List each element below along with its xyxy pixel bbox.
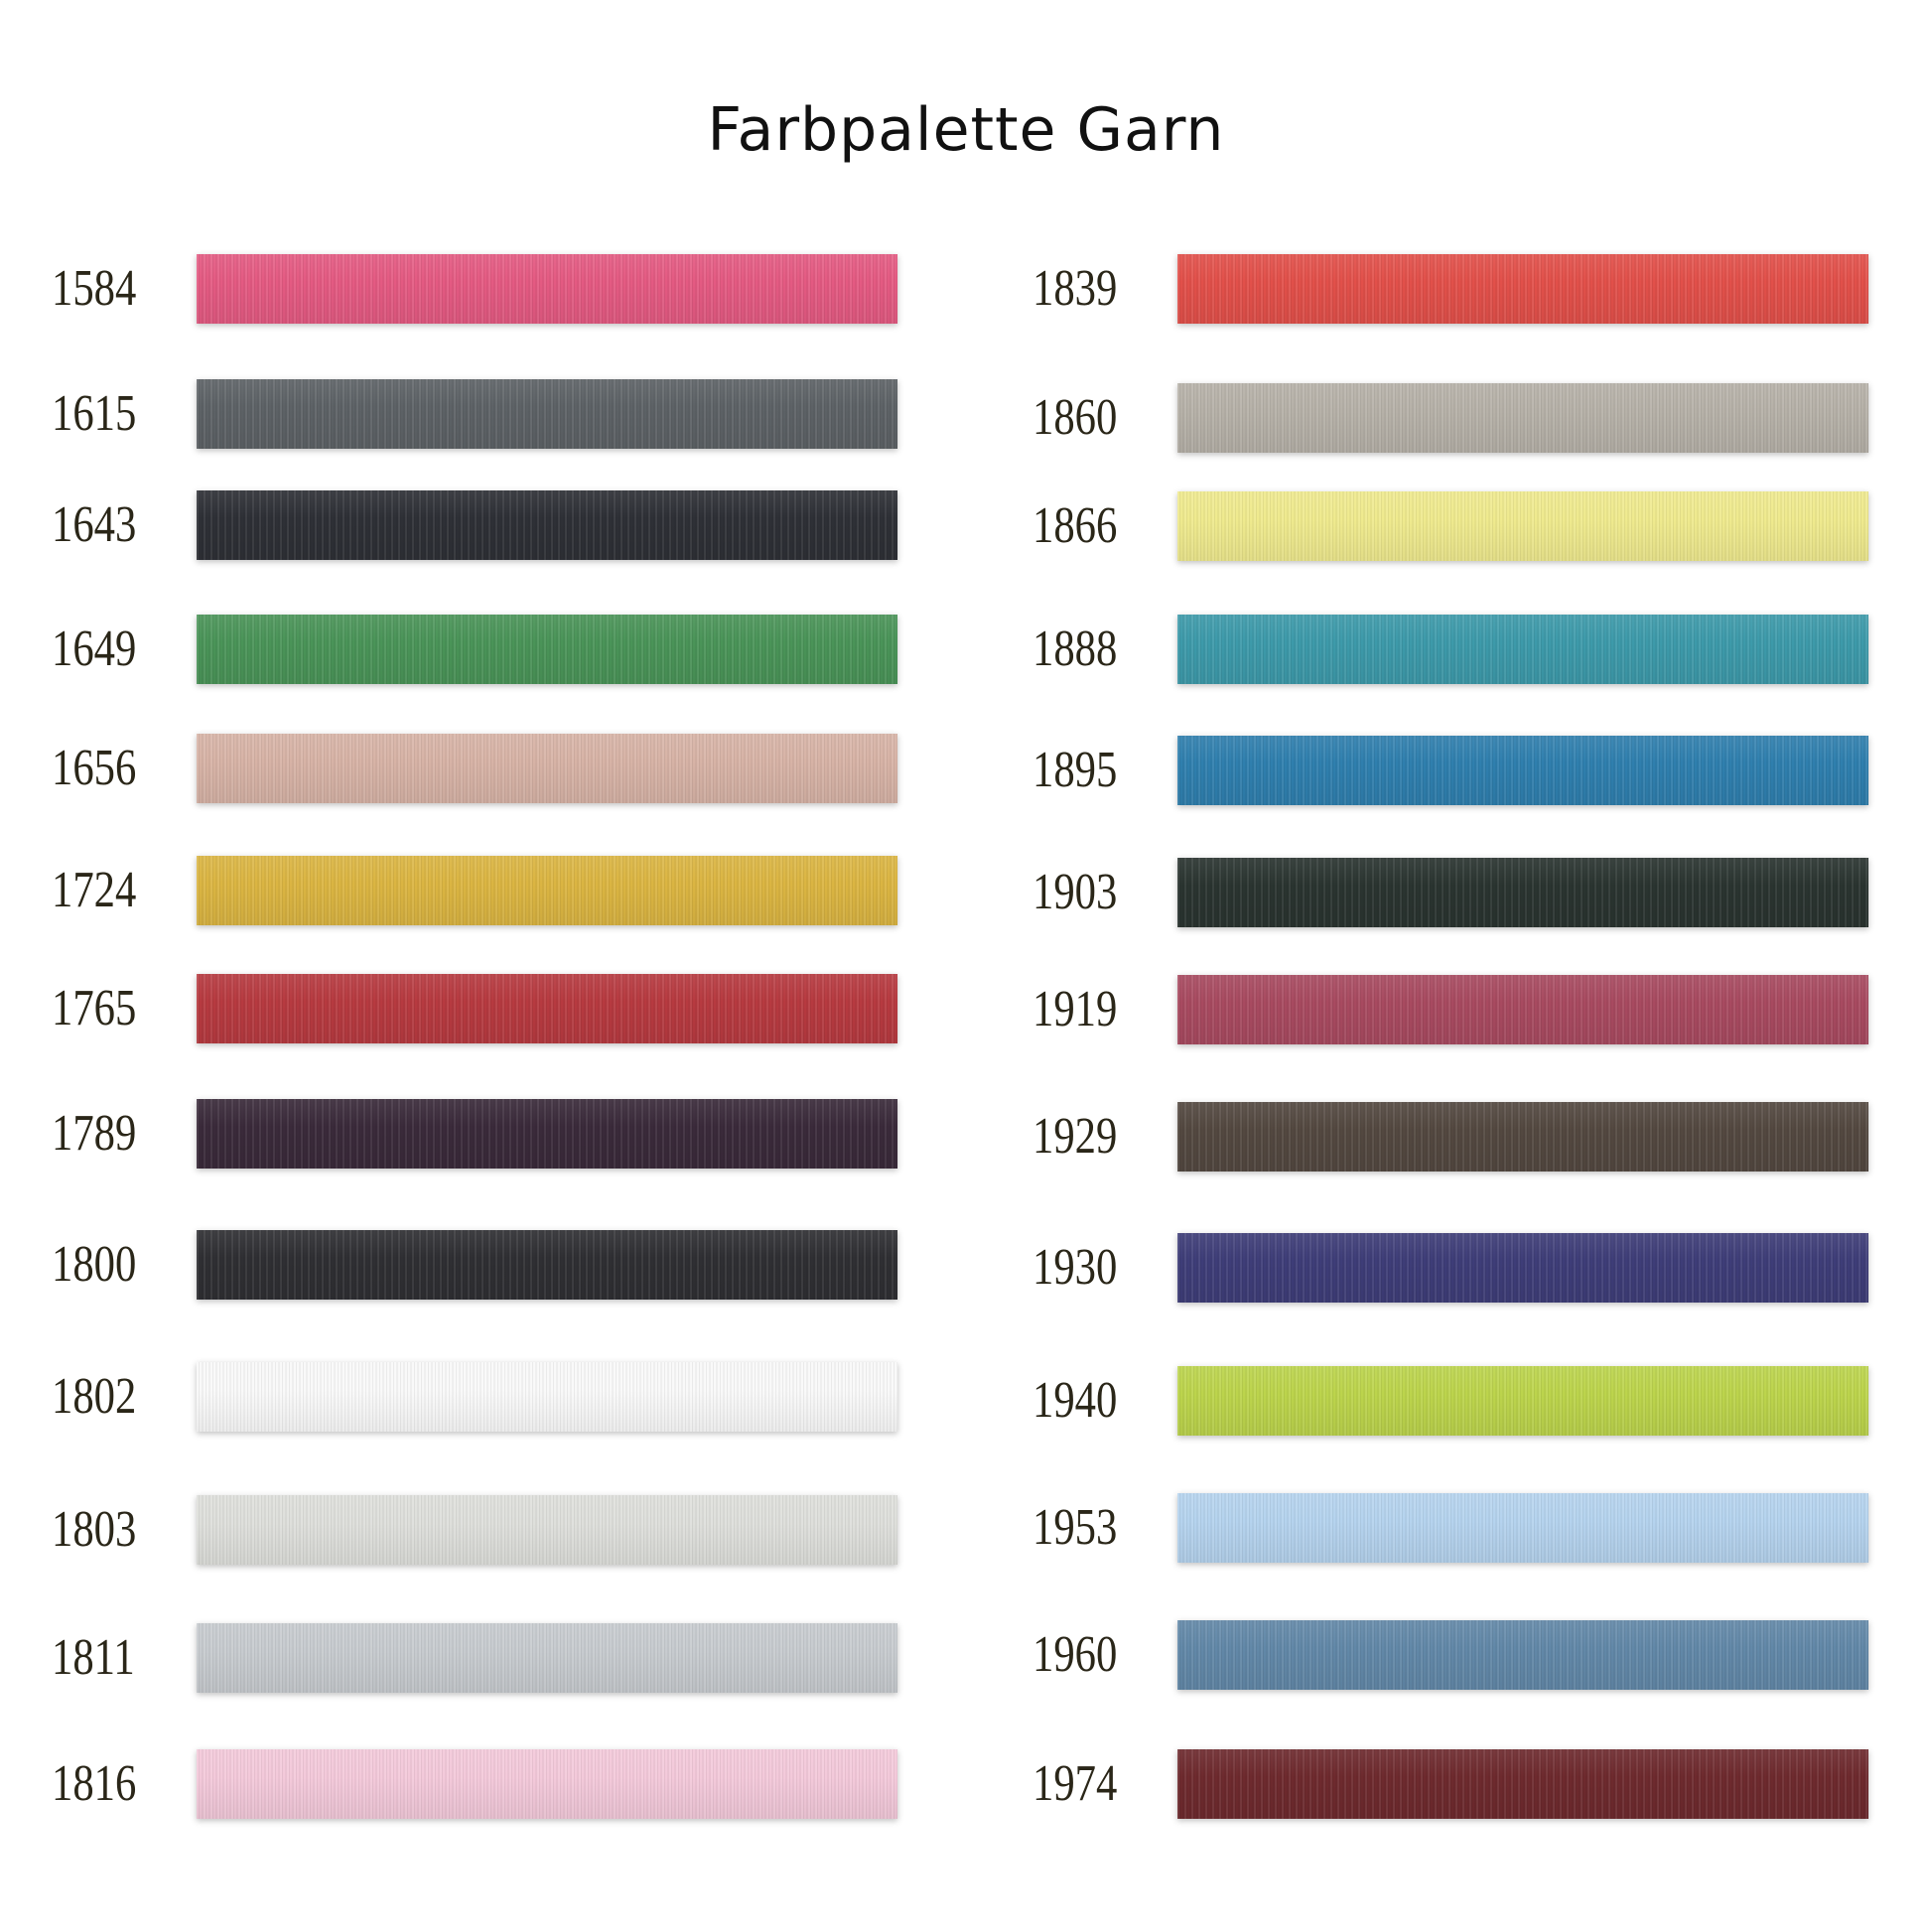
swatch-code: 1800: [52, 1236, 137, 1293]
swatch-code: 1839: [1033, 260, 1118, 317]
color-swatch-1789: [197, 1099, 897, 1169]
swatch-code: 1960: [1033, 1626, 1118, 1683]
swatch-code: 1649: [52, 621, 137, 677]
swatch-code: 1816: [52, 1755, 137, 1812]
swatch-code: 1656: [52, 740, 137, 796]
color-swatch-1903: [1177, 858, 1868, 927]
swatch-code: 1615: [52, 385, 137, 442]
swatch-code: 1765: [52, 980, 137, 1036]
color-swatch-1839: [1177, 254, 1868, 324]
color-swatch-1765: [197, 974, 897, 1043]
color-swatch-1615: [197, 379, 897, 449]
color-swatch-1803: [197, 1495, 897, 1565]
color-swatch-1895: [1177, 736, 1868, 805]
color-swatch-1860: [1177, 383, 1868, 453]
color-swatch-1811: [197, 1623, 897, 1693]
swatch-code: 1919: [1033, 981, 1118, 1037]
color-swatch-1656: [197, 734, 897, 803]
swatch-code: 1866: [1033, 497, 1118, 554]
swatch-code: 1643: [52, 496, 137, 553]
color-swatch-1816: [197, 1749, 897, 1819]
swatch-code: 1929: [1033, 1108, 1118, 1165]
color-swatch-1800: [197, 1230, 897, 1300]
swatch-code: 1584: [52, 260, 137, 317]
swatch-code: 1974: [1033, 1755, 1118, 1812]
swatch-code: 1895: [1033, 742, 1118, 798]
color-swatch-1724: [197, 856, 897, 925]
swatch-code: 1802: [52, 1368, 137, 1425]
swatch-code: 1888: [1033, 621, 1118, 677]
color-swatch-1929: [1177, 1102, 1868, 1172]
color-swatch-1919: [1177, 975, 1868, 1044]
color-swatch-1953: [1177, 1493, 1868, 1563]
swatch-code: 1803: [52, 1501, 137, 1558]
swatch-code: 1953: [1033, 1499, 1118, 1556]
color-swatch-1584: [197, 254, 897, 324]
color-swatch-1866: [1177, 491, 1868, 561]
color-swatch-1930: [1177, 1233, 1868, 1303]
swatch-code: 1860: [1033, 389, 1118, 446]
swatch-code: 1903: [1033, 864, 1118, 920]
page-title: Farbpalette Garn: [707, 95, 1225, 165]
color-swatch-1649: [197, 615, 897, 684]
swatch-code: 1930: [1033, 1239, 1118, 1296]
swatch-code: 1789: [52, 1105, 137, 1162]
color-swatch-1888: [1177, 615, 1868, 684]
color-swatch-1643: [197, 490, 897, 560]
color-swatch-1960: [1177, 1620, 1868, 1690]
color-swatch-1940: [1177, 1366, 1868, 1436]
swatch-code: 1940: [1033, 1372, 1118, 1429]
color-swatch-1974: [1177, 1749, 1868, 1819]
swatch-code: 1811: [52, 1629, 135, 1686]
swatch-code: 1724: [52, 862, 137, 918]
color-swatch-1802: [197, 1362, 897, 1432]
